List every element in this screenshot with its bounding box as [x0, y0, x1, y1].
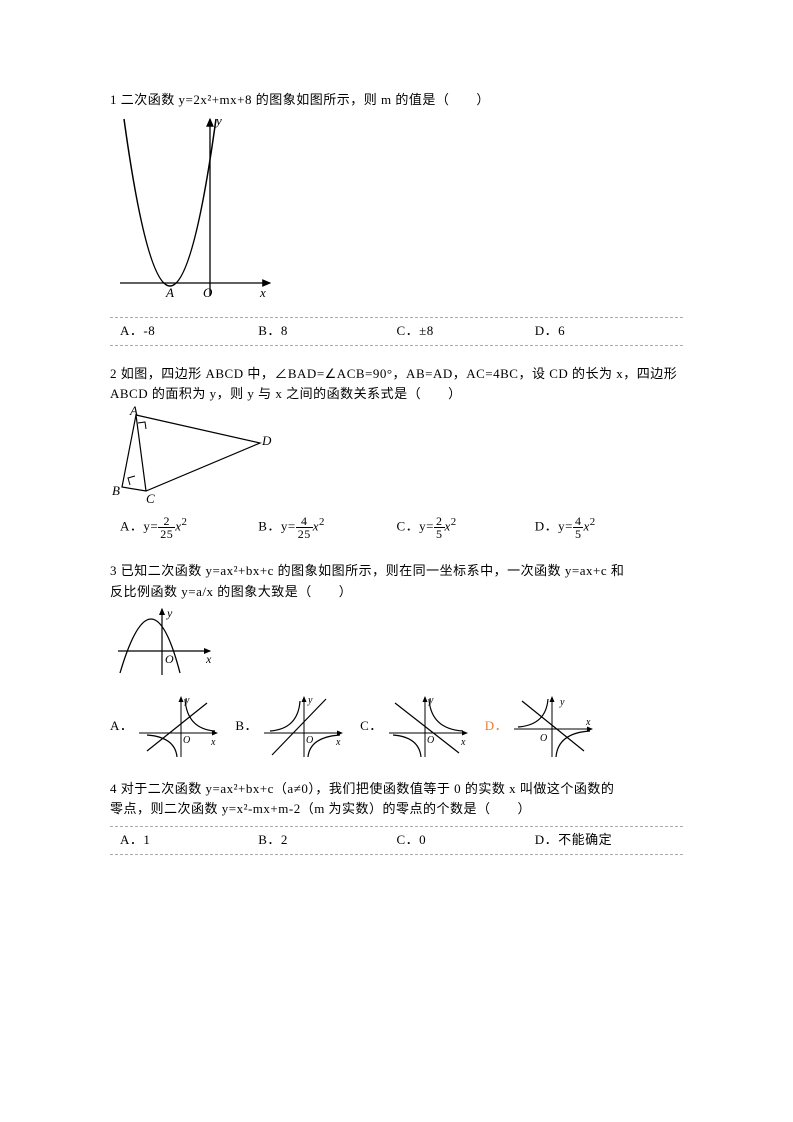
svg-text:y: y — [184, 695, 190, 706]
q3-graph-b: O x y — [260, 693, 346, 761]
svg-text:B: B — [112, 483, 120, 498]
q3-options: A． O x y B． O x y — [110, 693, 683, 761]
svg-text:y: y — [428, 695, 434, 706]
q3-line2: 反比例函数 y=a/x 的图象大致是（ ） — [110, 582, 683, 603]
q4-options: A．1 B．2 C．0 D．不能确定 — [110, 826, 683, 855]
q1-graph: y x A O — [110, 111, 280, 311]
q4-line1: 4 对于二次函数 y=ax²+bx+c（a≠0），我们把使函数值等于 0 的实数… — [110, 779, 683, 800]
q2-text: 2 如图，四边形 ABCD 中，∠BAD=∠ACB=90°，AB=AD，AC=4… — [110, 364, 683, 406]
q3-graph-c: O x y — [385, 693, 471, 761]
svg-text:y: y — [307, 695, 313, 706]
axis-y-label: y — [214, 113, 222, 128]
svg-text:O: O — [183, 735, 191, 746]
q1-opt-c: C．±8 — [397, 321, 535, 342]
question-3: 3 已知二次函数 y=ax²+bx+c 的图象如图所示，则在同一坐标系中，一次函… — [110, 561, 683, 761]
q3-graph-a: O x y — [135, 693, 221, 761]
svg-text:y: y — [166, 606, 173, 620]
q4-line2: 零点，则二次函数 y=x²-mx+m-2（m 为实数）的零点的个数是（ ） — [110, 799, 683, 820]
q2-opt-b: B．y=425x2 — [258, 514, 396, 540]
q4-opt-c: C．0 — [397, 830, 535, 851]
q1-options: A．-8 B．8 C．±8 D．6 — [110, 317, 683, 346]
q3-opt-a: A． O x y — [110, 693, 221, 761]
q1-opt-b: B．8 — [258, 321, 396, 342]
question-1: 1 二次函数 y=2x²+mx+8 的图象如图所示，则 m 的值是（ ） y x… — [110, 90, 683, 346]
q2-opt-c: C．y=25x2 — [397, 514, 535, 540]
svg-text:O: O — [306, 735, 314, 746]
q3-graph-d: O x y — [510, 693, 596, 761]
q2-graph: A B C D — [110, 405, 280, 505]
q1-opt-d: D．6 — [535, 321, 673, 342]
svg-text:O: O — [165, 652, 174, 666]
q3-opt-d: D． O x y — [485, 693, 596, 761]
svg-text:O: O — [427, 735, 435, 746]
svg-text:D: D — [261, 433, 272, 448]
q2-options: A．y=225x2 B．y=425x2 C．y=25x2 D．y=45x2 — [110, 511, 683, 543]
question-4: 4 对于二次函数 y=ax²+bx+c（a≠0），我们把使函数值等于 0 的实数… — [110, 779, 683, 855]
svg-text:x: x — [205, 652, 212, 666]
svg-text:O: O — [540, 733, 548, 744]
svg-text:C: C — [146, 491, 155, 505]
svg-text:x: x — [335, 737, 341, 748]
origin-label: O — [203, 285, 213, 300]
q4-opt-d: D．不能确定 — [535, 830, 673, 851]
q1-text: 1 二次函数 y=2x²+mx+8 的图象如图所示，则 m 的值是（ ） — [110, 90, 683, 111]
axis-x-label: x — [259, 285, 266, 300]
q1-opt-a: A．-8 — [120, 321, 258, 342]
svg-text:x: x — [460, 737, 466, 748]
svg-text:A: A — [129, 405, 138, 418]
svg-text:x: x — [210, 737, 216, 748]
svg-text:x: x — [585, 717, 591, 728]
q3-main-graph: y x O — [110, 603, 220, 683]
q2-opt-a: A．y=225x2 — [120, 514, 258, 540]
q2-opt-d: D．y=45x2 — [535, 514, 673, 540]
question-2: 2 如图，四边形 ABCD 中，∠BAD=∠ACB=90°，AB=AD，AC=4… — [110, 364, 683, 543]
q3-line1: 3 已知二次函数 y=ax²+bx+c 的图象如图所示，则在同一坐标系中，一次函… — [110, 561, 683, 582]
q3-opt-c: C． O x y — [360, 693, 471, 761]
q4-opt-b: B．2 — [258, 830, 396, 851]
point-a-label: A — [165, 285, 174, 300]
svg-text:y: y — [559, 697, 565, 708]
q3-opt-b: B． O x y — [235, 693, 346, 761]
q4-opt-a: A．1 — [120, 830, 258, 851]
